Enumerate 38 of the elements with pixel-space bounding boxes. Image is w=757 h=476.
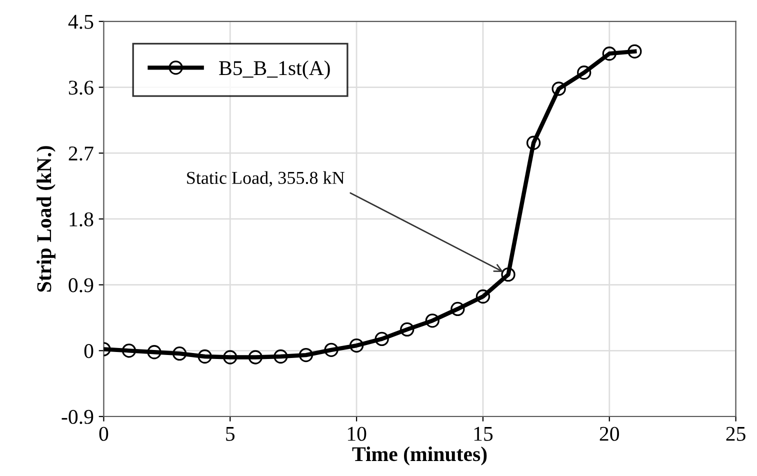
- point: [172, 346, 187, 361]
- x-tick-label: 25: [726, 426, 746, 441]
- point: [476, 289, 490, 304]
- point: [223, 350, 238, 364]
- x-axis-title: Time (minutes): [352, 446, 487, 466]
- point: [298, 348, 314, 362]
- y-tick-label: 3.6: [68, 80, 94, 95]
- point: [248, 350, 262, 364]
- y-tick-label: 4.5: [68, 14, 94, 29]
- point: [274, 349, 288, 364]
- y-tick-label: 0: [84, 344, 94, 358]
- y-tick-label: 2.7: [68, 146, 94, 161]
- annotation: Static Load, 355.8 kN: [187, 171, 344, 187]
- point: [628, 44, 642, 58]
- point: [425, 314, 440, 328]
- y-tick-label: 1.8: [70, 212, 94, 226]
- point: [501, 267, 516, 282]
- point: [602, 46, 616, 61]
- point: [324, 342, 338, 358]
- y-axis-title: Strip Load (kN.): [36, 146, 56, 292]
- y-tick-label: -0.9: [62, 410, 94, 424]
- point: [122, 344, 136, 358]
- x-tick-label: 15: [474, 426, 493, 441]
- point: [552, 82, 566, 96]
- point: [349, 338, 364, 353]
- x-tick-label: 10: [348, 426, 366, 441]
- x-tick-label: 0: [99, 426, 108, 441]
- point: [198, 349, 212, 364]
- point: [400, 322, 414, 337]
- x-tick-label: 20: [600, 426, 620, 441]
- point: [526, 136, 541, 150]
- y-tick-label: 0.9: [68, 278, 94, 292]
- point: [147, 345, 162, 360]
- legend-label: B5_B_1st(A): [219, 60, 330, 80]
- x-tick-label: 5: [226, 427, 235, 441]
- point: [577, 66, 592, 80]
- point: [374, 332, 389, 346]
- point: [450, 302, 465, 316]
